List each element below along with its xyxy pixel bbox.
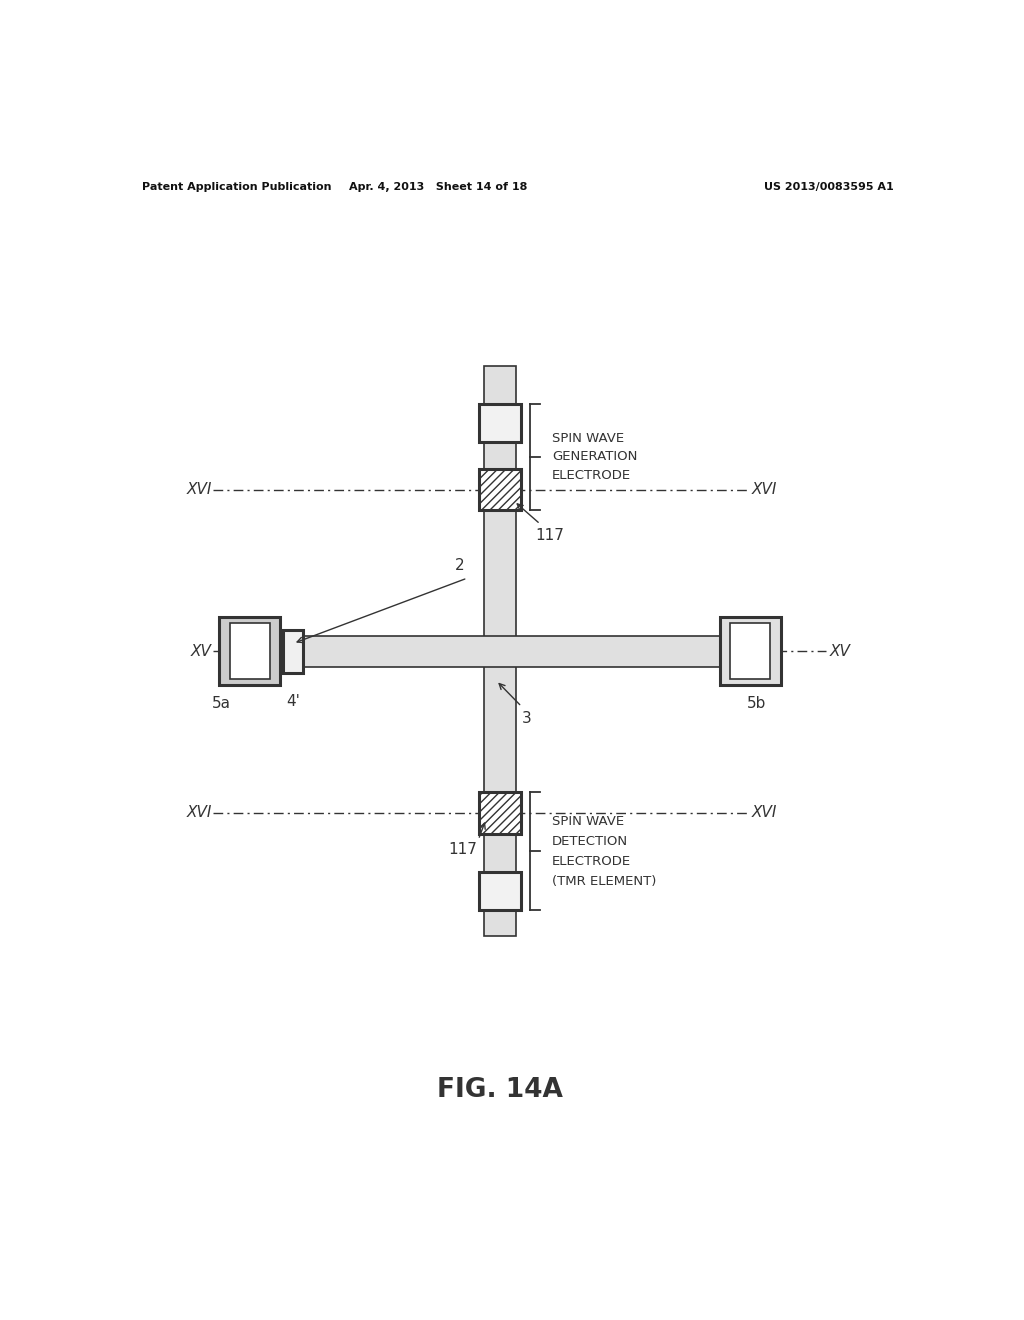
Text: Patent Application Publication: Patent Application Publication xyxy=(142,182,332,191)
Text: 117: 117 xyxy=(535,528,564,543)
Text: XVI: XVI xyxy=(752,805,777,821)
Text: ELECTRODE: ELECTRODE xyxy=(552,469,631,482)
Bar xyxy=(479,404,521,442)
Text: 5a: 5a xyxy=(212,696,231,711)
Text: XV: XV xyxy=(190,644,212,659)
Bar xyxy=(248,636,752,667)
Text: SPIN WAVE: SPIN WAVE xyxy=(552,814,624,828)
Bar xyxy=(219,618,280,685)
Text: XV: XV xyxy=(829,644,850,659)
Text: 5b: 5b xyxy=(746,696,766,711)
Text: FIG. 14A: FIG. 14A xyxy=(437,1077,563,1104)
Text: Apr. 4, 2013   Sheet 14 of 18: Apr. 4, 2013 Sheet 14 of 18 xyxy=(349,182,527,191)
Text: SPIN WAVE: SPIN WAVE xyxy=(552,432,624,445)
Bar xyxy=(483,367,516,936)
Bar xyxy=(479,469,521,511)
Bar xyxy=(479,792,521,834)
Text: XVI: XVI xyxy=(186,482,212,498)
Bar xyxy=(730,623,770,678)
Text: US 2013/0083595 A1: US 2013/0083595 A1 xyxy=(764,182,893,191)
Text: ELECTRODE: ELECTRODE xyxy=(552,854,631,867)
Bar xyxy=(229,623,270,678)
Text: GENERATION: GENERATION xyxy=(552,450,637,463)
Text: 3: 3 xyxy=(521,711,531,726)
Text: XVI: XVI xyxy=(186,805,212,821)
Text: (TMR ELEMENT): (TMR ELEMENT) xyxy=(552,875,656,887)
Text: 117: 117 xyxy=(447,842,477,857)
Bar xyxy=(720,618,780,685)
Bar xyxy=(479,873,521,911)
Text: 2: 2 xyxy=(455,557,465,573)
Text: 4': 4' xyxy=(286,693,300,709)
Text: XVI: XVI xyxy=(752,482,777,498)
Bar xyxy=(283,630,303,673)
Text: DETECTION: DETECTION xyxy=(552,834,628,847)
